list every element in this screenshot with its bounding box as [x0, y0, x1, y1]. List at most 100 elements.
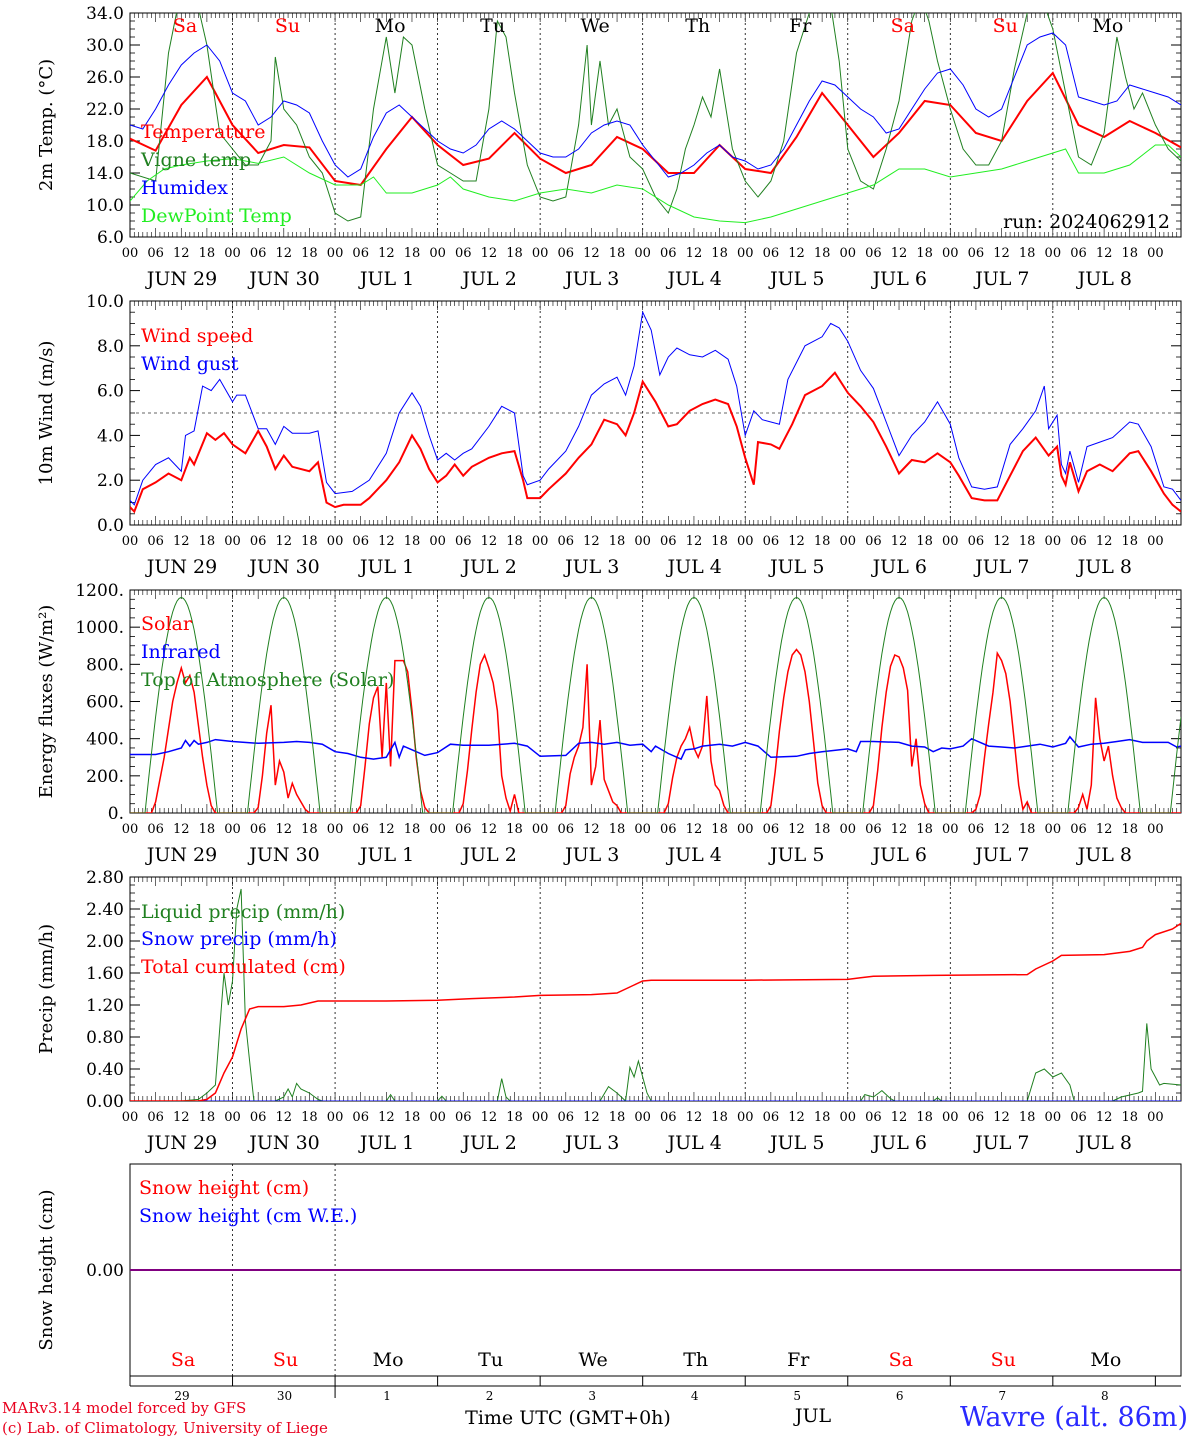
hour-label: 12 [1096, 1110, 1113, 1125]
hour-label: 00 [1147, 822, 1164, 837]
hour-label: 12 [481, 822, 498, 837]
day-number: 6 [896, 1389, 904, 1403]
hour-label: 06 [558, 246, 575, 261]
run-annotation: run: 2024062912 [1003, 211, 1170, 233]
hour-label: 00 [1045, 822, 1062, 837]
day-number: 30 [277, 1389, 292, 1403]
series-group [130, 888, 1181, 1101]
hour-label: 06 [352, 534, 369, 549]
hour-label: 06 [147, 534, 164, 549]
hour-label: 12 [583, 534, 600, 549]
day-number: 3 [588, 1389, 596, 1403]
weekday-label: Fr [789, 15, 812, 37]
hour-label: 18 [506, 246, 523, 261]
hour-label: 12 [173, 1110, 190, 1125]
hour-label: 12 [173, 822, 190, 837]
y-tick-label: 1000. [75, 618, 124, 638]
hour-label: 06 [660, 1110, 677, 1125]
panel-frame [129, 589, 1182, 814]
series-infrared [130, 735, 1181, 761]
hour-label: 00 [429, 822, 446, 837]
hour-label: 18 [1019, 246, 1036, 261]
date-label: JUN 30 [247, 844, 319, 866]
y-tick-label: 10.0 [86, 196, 124, 216]
hour-label: 18 [404, 246, 421, 261]
panel-5: 0.00 Snow height (cm) Snow height (cm) Snow… [36, 1163, 1182, 1377]
legend-entry: Humidex [141, 177, 228, 199]
date-label: JUL 7 [973, 844, 1029, 866]
panel-2: 00 06 12 18 00 06 12 18 00 06 12 18 00 06 12 18 00 06 12 18… [36, 292, 1182, 578]
date-label: JUL 2 [460, 844, 516, 866]
hour-label: 06 [147, 246, 164, 261]
series-humidex [130, 32, 1181, 178]
weekday-label: We [579, 1349, 608, 1371]
panel-1: 00 06 12 18 00 06 12 18 00 06 12 18 00 06 12 18 00 06 12 18… [36, 4, 1182, 290]
hour-label: 12 [173, 534, 190, 549]
weekday-label: Sa [171, 1349, 195, 1371]
weekday-label: Su [273, 1349, 298, 1371]
hour-label: 00 [122, 534, 139, 549]
hour-label: 18 [711, 534, 728, 549]
y-tick-label: 22.0 [86, 100, 124, 120]
hour-label: 18 [916, 246, 933, 261]
hour-label: 06 [865, 822, 882, 837]
y-tick-label: 800. [86, 655, 124, 675]
weekday-label: Tu [480, 15, 505, 37]
series-solar [130, 648, 1181, 813]
hour-label: 06 [968, 1110, 985, 1125]
y-tick-label: 14.0 [86, 164, 124, 184]
hour-label: 00 [737, 534, 754, 549]
y-tick-label: 34.0 [86, 4, 124, 24]
hour-label: 12 [276, 246, 293, 261]
date-label: JUL 7 [973, 1132, 1029, 1154]
date-label: JUL 4 [665, 268, 721, 290]
hour-label: 18 [814, 534, 831, 549]
day-number: 29 [174, 1389, 189, 1403]
panel-frame [129, 12, 1182, 238]
hour-label: 18 [814, 246, 831, 261]
hour-label: 18 [1121, 822, 1138, 837]
hour-label: 12 [481, 1110, 498, 1125]
hour-label: 00 [1045, 246, 1062, 261]
hour-label: 12 [686, 534, 703, 549]
y-axis-label: 2m Temp. (°C) [36, 59, 57, 191]
date-label: JUL 8 [1076, 556, 1132, 578]
hour-label: 06 [250, 822, 267, 837]
hour-label: 06 [968, 246, 985, 261]
panel-4: 00 06 12 18 00 06 12 18 00 06 12 18 00 06 12 18 00 06 12 18… [36, 868, 1182, 1154]
y-tick-label: 2.40 [86, 900, 124, 920]
weekday-label: Su [991, 1349, 1016, 1371]
date-label: JUL 4 [665, 556, 721, 578]
hour-label: 12 [1096, 534, 1113, 549]
legend-entry: Solar [141, 613, 193, 635]
day-number: 4 [691, 1389, 699, 1403]
hour-label: 18 [404, 822, 421, 837]
hour-label: 18 [506, 822, 523, 837]
hour-label: 18 [1019, 534, 1036, 549]
weekday-label: Sa [891, 15, 915, 37]
date-label: JUN 30 [247, 268, 319, 290]
date-label: JUL 1 [358, 1132, 414, 1154]
date-label: JUL 1 [358, 844, 414, 866]
hour-label: 18 [609, 534, 626, 549]
hour-label: 06 [763, 822, 780, 837]
hour-label: 06 [865, 1110, 882, 1125]
date-label: JUL 6 [871, 1132, 927, 1154]
y-tick-label: 1.60 [86, 964, 124, 984]
hour-label: 12 [788, 534, 805, 549]
hour-label: 00 [942, 246, 959, 261]
legend-entry: Wind speed [141, 325, 253, 347]
hour-label: 18 [916, 534, 933, 549]
time-axis: 29 30 1 2 3 4 5 6 7 8 JUL Time UTC (GMT+0h) [129, 1376, 1181, 1429]
hour-label: 12 [993, 1110, 1010, 1125]
hour-label: 18 [609, 822, 626, 837]
hour-label: 12 [788, 246, 805, 261]
date-label: JUL 8 [1076, 1132, 1132, 1154]
weekday-label: Mo [375, 15, 406, 37]
legend-entry: DewPoint Temp [141, 205, 292, 227]
hour-label: 18 [814, 822, 831, 837]
date-label: JUL 5 [768, 556, 824, 578]
date-label: JUL 3 [563, 844, 619, 866]
hour-label: 00 [532, 534, 549, 549]
weekday-label: Sa [889, 1349, 913, 1371]
